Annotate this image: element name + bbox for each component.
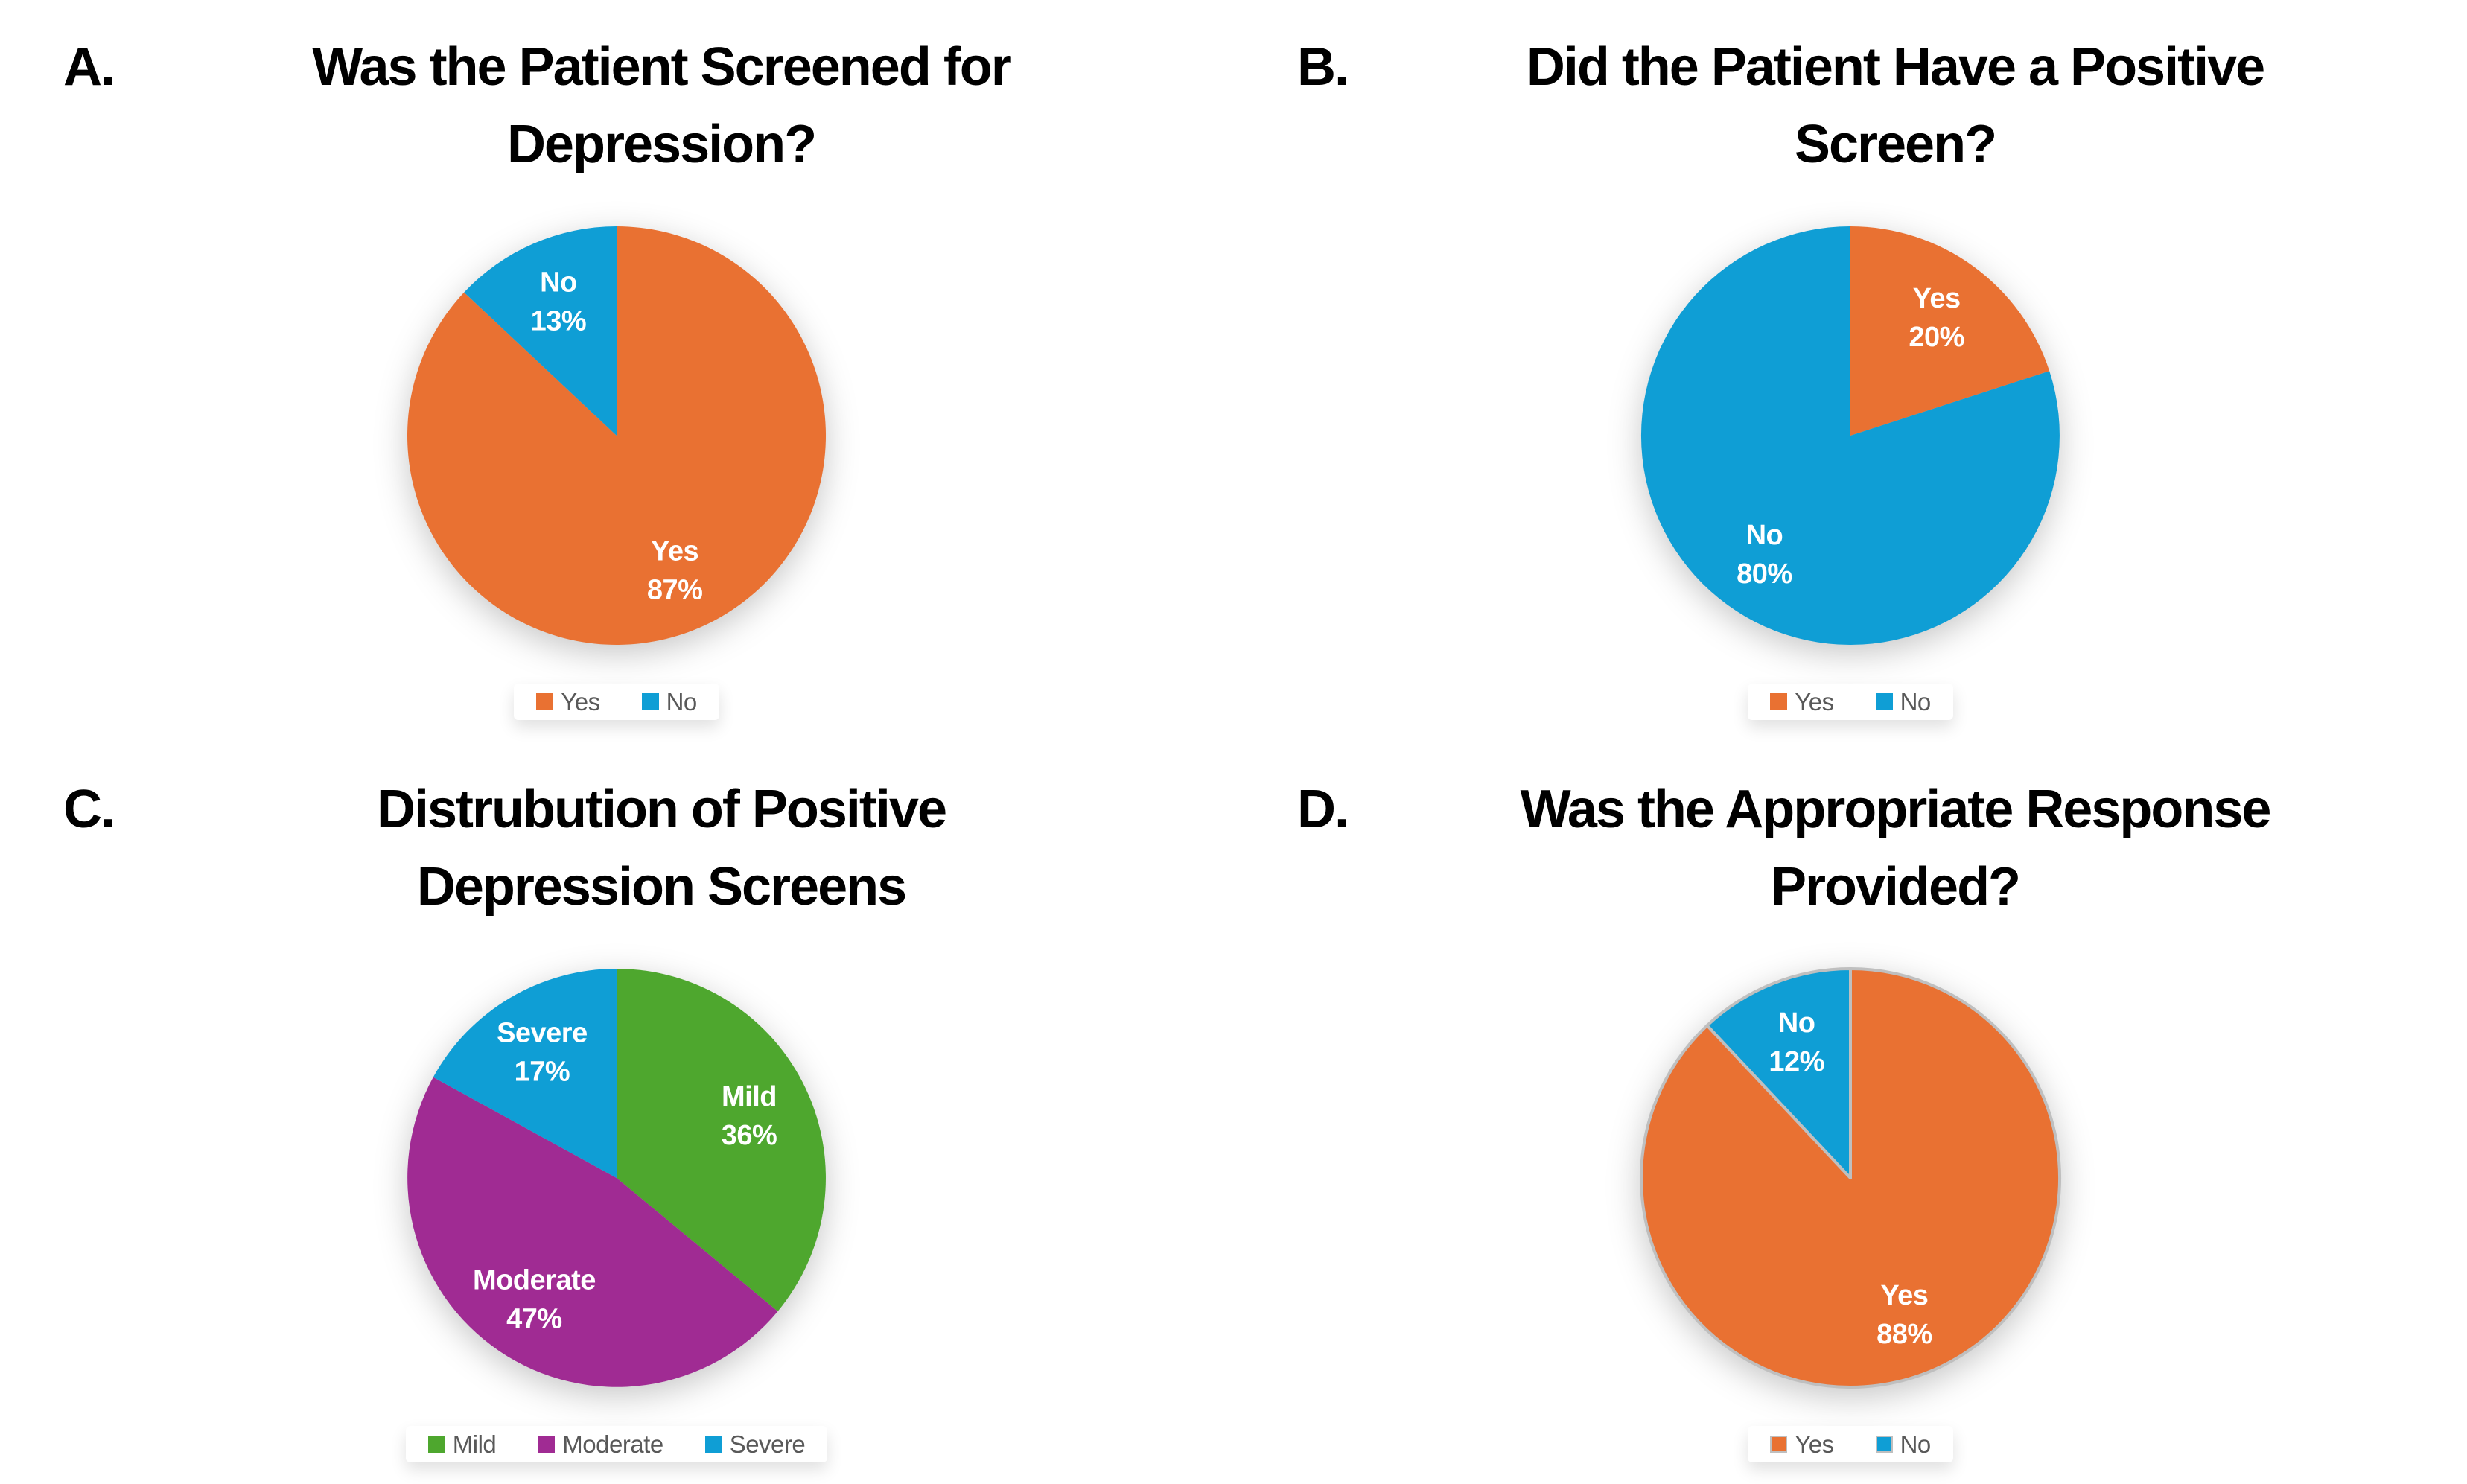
pie-chart: Mild 36% Moderate 47% Severe 17% [407,969,826,1387]
slice-data-label: Yes 87% [647,536,703,606]
chart-title: Distrubution of Positive Depression Scre… [376,780,947,917]
legend: Yes No [1748,684,1953,720]
pie-chart: Yes 87% No 13% [407,226,827,645]
legend-item: No [1875,1430,1932,1458]
legend-label: No [1900,688,1932,716]
chart-title: Was the Appropriate Response Provided? [1520,780,2272,917]
pie-slice-no [1705,967,1852,1179]
slice-data-label: Yes 20% [1909,283,1964,353]
slice-data-label: Severe 17% [497,1018,588,1088]
pie-chart: Yes 88% No 12% [1640,967,2061,1389]
legend-label: Yes [561,688,600,716]
legend-row: Yes No [1234,1426,2467,1462]
pie-slice-severe [433,969,617,1178]
chart-marker: D. [1297,780,1349,839]
chart-marker: A. [63,37,115,97]
pie-slice-no [1640,226,2060,645]
legend-item: No [641,688,698,716]
legend-row: Yes No [0,684,1233,720]
chart-panel-d: D. Was the Appropriate Response Provided… [1234,742,2467,1484]
legend-label: Severe [729,1430,806,1458]
slice-data-label: No 12% [1769,1007,1824,1077]
legend-item: Yes [1770,688,1834,716]
chart-title: Was the Patient Screened for Depression? [312,37,1012,174]
slice-data-label: Moderate 47% [473,1265,596,1335]
slice-data-label: Yes 88% [1876,1280,1932,1350]
slice-data-label: No 13% [531,267,587,337]
legend-label: No [666,688,698,716]
pie-slice-moderate [407,1077,778,1387]
legend-item: Yes [1770,1430,1834,1458]
legend-swatch-icon [1770,693,1788,710]
legend-swatch-icon [427,1436,445,1453]
legend-swatch-icon [1875,1436,1893,1453]
chart-panel-a: A. Was the Patient Screened for Depressi… [0,0,1233,742]
legend-label: Mild [452,1430,497,1458]
legend-swatch-icon [1875,693,1893,710]
pie-slice-mild [617,969,826,1312]
legend-label: Moderate [562,1430,663,1458]
legend-item: Mild [427,1430,497,1458]
legend-label: Yes [1795,688,1834,716]
chart-marker: B. [1297,37,1349,97]
legend-item: No [1875,688,1932,716]
slice-data-label: Mild 36% [722,1081,777,1151]
legend-item: Severe [704,1430,806,1458]
chart-marker: C. [63,780,115,839]
legend-swatch-icon [536,693,554,710]
legend-row: Mild Moderate Severe [0,1426,1233,1462]
legend-swatch-icon [641,693,659,710]
legend-swatch-icon [704,1436,722,1453]
legend: Yes No [514,684,719,720]
legend-item: Moderate [538,1432,663,1456]
slice-data-label: No 80% [1737,520,1792,590]
pie-chart: Yes 20% No 80% [1640,226,2060,645]
pie-slice-yes [407,226,827,645]
pie-slice-no [464,226,617,436]
chart-panel-c: C. Distrubution of Positive Depression S… [0,742,1233,1484]
legend-swatch-icon [1770,1436,1788,1453]
pie-slice-yes [1850,226,2050,436]
legend-swatch-icon [538,1436,556,1453]
legend-label: No [1900,1430,1932,1458]
legend-label: Yes [1795,1430,1834,1458]
legend: Yes No [1748,1426,1953,1462]
chart-panel-b: B. Did the Patient Have a Positive Scree… [1234,0,2467,742]
chart-title: Did the Patient Have a Positive Screen? [1526,37,2265,174]
legend-row: Yes No [1234,684,2467,720]
legend: Mild Moderate Severe [405,1426,828,1462]
legend-item: Yes [536,688,600,716]
